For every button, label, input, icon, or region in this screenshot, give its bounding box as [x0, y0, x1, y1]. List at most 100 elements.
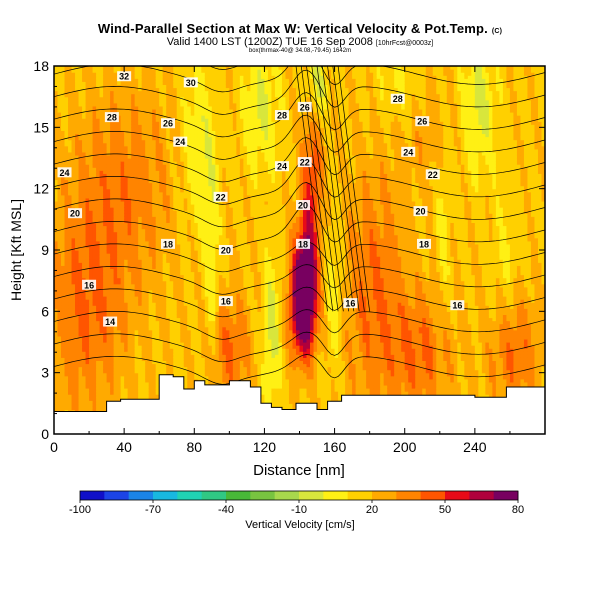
velocity-cell: [75, 93, 80, 98]
velocity-cell: [85, 182, 90, 187]
velocity-cell: [117, 265, 122, 269]
velocity-cell: [89, 78, 94, 82]
velocity-cell: [120, 280, 125, 285]
velocity-cell: [103, 372, 108, 377]
velocity-cell: [85, 130, 90, 135]
velocity-cell: [85, 351, 90, 355]
velocity-cell: [92, 216, 97, 220]
velocity-cell: [145, 262, 150, 266]
velocity-cell: [57, 302, 62, 306]
velocity-cell: [131, 296, 136, 300]
velocity-cell: [131, 93, 136, 98]
velocity-cell: [78, 296, 83, 300]
velocity-cell: [113, 167, 118, 171]
velocity-cell: [127, 305, 132, 309]
velocity-cell: [103, 335, 108, 340]
velocity-cell: [64, 182, 69, 187]
velocity-cell: [82, 271, 87, 276]
velocity-cell: [155, 354, 160, 358]
velocity-cell: [183, 182, 188, 187]
velocity-cell: [155, 161, 160, 165]
velocity-cell: [141, 182, 146, 187]
velocity-cell: [190, 121, 195, 125]
velocity-cell: [124, 268, 129, 273]
velocity-cell: [166, 345, 171, 349]
velocity-cell: [99, 320, 104, 325]
velocity-cell: [162, 204, 167, 208]
velocity-cell: [117, 329, 122, 334]
velocity-cell: [89, 338, 94, 343]
velocity-cell: [110, 179, 115, 184]
velocity-cell: [82, 90, 87, 95]
velocity-cell: [96, 323, 101, 328]
velocity-cell: [187, 182, 192, 187]
velocity-cell: [138, 289, 143, 294]
velocity-cell: [85, 274, 90, 279]
velocity-cell: [124, 271, 129, 276]
velocity-cell: [166, 342, 171, 346]
velocity-cell: [71, 170, 76, 174]
velocity-cell: [141, 381, 146, 386]
velocity-cell: [162, 354, 167, 358]
velocity-cell: [117, 207, 122, 211]
velocity-cell: [155, 96, 160, 101]
velocity-cell: [187, 124, 192, 128]
velocity-cell: [57, 216, 62, 220]
velocity-cell: [138, 280, 143, 285]
velocity-cell: [64, 154, 69, 159]
velocity-cell: [183, 145, 188, 150]
velocity-cell: [138, 213, 143, 217]
velocity-cell: [110, 213, 115, 217]
velocity-cell: [145, 225, 150, 230]
velocity-cell: [89, 102, 94, 107]
velocity-cell: [71, 286, 76, 291]
velocity-cell: [187, 151, 192, 156]
velocity-cell: [71, 388, 76, 392]
velocity-cell: [180, 225, 185, 230]
velocity-cell: [131, 151, 136, 156]
velocity-cell: [190, 329, 195, 334]
velocity-cell: [183, 332, 188, 337]
velocity-cell: [190, 161, 195, 165]
velocity-cell: [78, 372, 83, 377]
velocity-cell: [190, 87, 195, 92]
velocity-cell: [85, 108, 90, 113]
velocity-cell: [145, 161, 150, 165]
velocity-cell: [183, 115, 188, 119]
velocity-cell: [141, 299, 146, 303]
velocity-cell: [64, 311, 69, 315]
velocity-cell: [103, 240, 108, 245]
velocity-cell: [152, 360, 157, 365]
velocity-cell: [155, 213, 160, 217]
velocity-cell: [61, 265, 66, 269]
velocity-cell: [117, 136, 122, 141]
velocity-cell: [113, 93, 118, 98]
velocity-cell: [92, 394, 97, 398]
velocity-cell: [117, 112, 122, 116]
velocity-cell: [99, 78, 104, 82]
velocity-cell: [61, 222, 66, 227]
velocity-cell: [96, 200, 101, 205]
velocity-cell: [173, 130, 178, 135]
velocity-cell: [141, 96, 146, 101]
velocity-cell: [173, 283, 178, 288]
velocity-cell: [64, 127, 69, 131]
velocity-cell: [138, 375, 143, 380]
velocity-cell: [61, 81, 66, 85]
velocity-cell: [117, 222, 122, 227]
velocity-cell: [194, 348, 199, 352]
velocity-cell: [138, 372, 143, 377]
velocity-cell: [166, 320, 171, 325]
velocity-cell: [85, 200, 90, 205]
velocity-cell: [82, 381, 87, 386]
velocity-cell: [187, 299, 192, 303]
velocity-cell: [89, 292, 94, 297]
velocity-cell: [99, 345, 104, 349]
velocity-cell: [89, 265, 94, 269]
velocity-cell: [138, 161, 143, 165]
velocity-cell: [166, 225, 171, 230]
velocity-cell: [89, 93, 94, 98]
velocity-cell: [159, 87, 164, 92]
velocity-cell: [138, 262, 143, 266]
velocity-cell: [61, 259, 66, 263]
